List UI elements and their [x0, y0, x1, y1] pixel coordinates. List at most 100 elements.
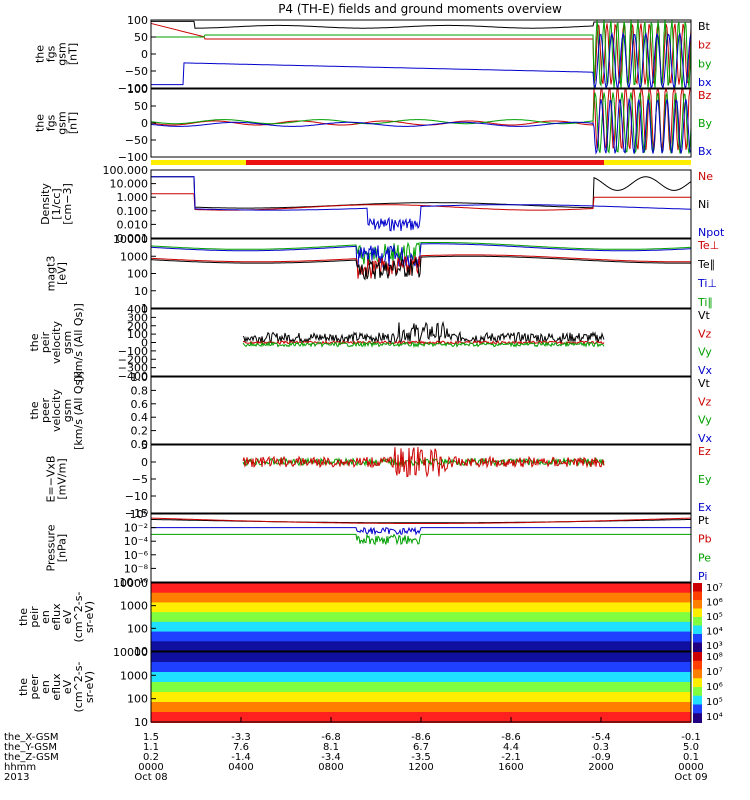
y-axis-label: [eV] — [56, 262, 69, 285]
legend-entry: Ni — [698, 198, 709, 211]
x-tick-label: Oct 08 — [134, 772, 167, 783]
y-tick-label: 0.001 — [117, 232, 149, 245]
y-axis-label: E=−VxB — [45, 456, 58, 503]
y-tick-label: 10 — [134, 645, 148, 658]
x-tick-label: -6.8 — [321, 732, 341, 743]
x-tick-label: 1600 — [498, 762, 523, 773]
y-axis-label: the — [34, 45, 47, 63]
trace-pressure-1 — [151, 517, 691, 524]
spectrogram-band — [151, 652, 691, 663]
x-row-label: the_X-GSM — [4, 732, 58, 743]
legend-entry: Ez — [698, 445, 711, 458]
legend-entry: Vt — [698, 309, 711, 322]
panel-efield: 5 0 −5 −10 −15 E=−VxB[mV/m] Ez Ey Ex — [45, 439, 712, 520]
mode-bar — [151, 160, 691, 165]
colorbar-segment — [693, 678, 702, 688]
y-tick-label: 50 — [134, 100, 148, 113]
colorbar-segment — [693, 687, 702, 697]
panel-frame — [150, 582, 692, 652]
x-row-label: hhmm — [4, 762, 36, 773]
y-tick-label: 0 — [141, 456, 148, 469]
y-tick-label: −100 — [118, 345, 148, 358]
y-tick-label: 100 — [127, 693, 148, 706]
y-axis-label: eflux — [50, 673, 63, 701]
y-tick-label: 100.000 — [103, 164, 149, 177]
y-axis-label: peir — [28, 606, 41, 628]
x-tick-label: 0.1 — [683, 752, 699, 763]
x-tick-label: 0800 — [318, 762, 343, 773]
y-tick-label: 1.000 — [117, 191, 149, 204]
x-tick-label: 1.5 — [143, 732, 159, 743]
y-axis-label: [nT] — [67, 112, 80, 134]
y-tick-label: 0 — [141, 117, 148, 130]
x-tick-label: 8.1 — [323, 742, 339, 753]
mode-bar-fast — [246, 160, 604, 165]
legend-entry: Ti⊥ — [697, 277, 717, 290]
colorbar-segment — [693, 704, 702, 715]
y-tick-label: 100 — [127, 83, 148, 96]
trace-temp-2 — [150, 254, 691, 279]
y-tick-label: 10 — [134, 285, 148, 298]
panel-frame — [150, 444, 692, 514]
colorbar-tick: 10⁴ — [706, 712, 723, 723]
trace-efield-0 — [242, 456, 605, 467]
x-tick-label: 1200 — [408, 762, 433, 773]
y-tick-label: 0.100 — [117, 205, 149, 218]
y-axis-label: Density — [39, 183, 52, 225]
legend-entry: Ne — [698, 170, 713, 183]
y-axis-label: (cm^2-s- — [72, 592, 85, 643]
legend-entry: Bt — [698, 20, 711, 33]
y-axis-label: the — [17, 608, 30, 626]
x-tick-label: -3.3 — [231, 732, 251, 743]
y-tick-label: 10 — [134, 716, 148, 729]
y-tick-label: 0.8 — [131, 384, 149, 397]
y-tick-label: 10.000 — [110, 178, 149, 191]
y-tick-label: 0.4 — [131, 411, 149, 424]
y-tick-label: −400 — [118, 370, 148, 383]
spectrogram-band — [151, 672, 691, 683]
y-axis-label: velocity — [50, 321, 63, 364]
y-axis-label: fgs — [45, 114, 58, 131]
spectrogram-band — [151, 631, 691, 643]
colorbar-segment — [693, 713, 702, 723]
x-tick-label: 6.7 — [413, 742, 429, 753]
y-tick-label: 10000 — [113, 577, 148, 590]
y-tick-label: 200 — [127, 320, 148, 333]
x-tick-label: -8.6 — [501, 732, 521, 743]
x-tick-label: 1.1 — [143, 742, 159, 753]
mode-bar-slow — [151, 160, 246, 165]
y-tick-label: 1000 — [120, 669, 148, 682]
x-tick-label: 2000 — [588, 762, 613, 773]
y-tick-label: 100 — [127, 622, 148, 635]
y-tick-label: 100 — [127, 328, 148, 341]
legend-entry: Vz — [698, 327, 712, 340]
y-tick-label: 0.0 — [131, 438, 149, 451]
spectrogram-band — [151, 592, 691, 604]
y-axis-label: (cm^2-s- — [72, 662, 85, 713]
x-tick-label: 0000 — [678, 762, 703, 773]
x-axis-labels: the_X-GSM 1.5 -3.3 -6.8 -8.6 -8.6 -5.4 -0.1 the_… — [4, 717, 708, 783]
spectrogram-band — [151, 692, 691, 703]
x-tick-label: -2.1 — [501, 752, 521, 763]
x-tick-label: 5.0 — [683, 742, 699, 753]
panels: 100500−50−100thefgsgsm[nT]Btbzbybx100500… — [17, 14, 725, 729]
panel-temp: 10000 1000 100 10 1 magt3[eV] Te⊥ Te∥ Ti⊥ Ti∥ — [45, 233, 720, 315]
spectrogram-band — [151, 621, 691, 633]
y-axis-label: en — [39, 610, 52, 624]
spectrogram-band — [151, 641, 691, 652]
y-axis-label: [1/cc] — [50, 188, 63, 219]
trace-fgs2-2 — [150, 97, 692, 155]
spectrogram-band — [151, 583, 691, 594]
y-tick-label: 5 — [141, 439, 148, 452]
y-tick-label: 0 — [141, 337, 148, 350]
trace-temp-0 — [150, 241, 692, 265]
y-axis-label: en — [39, 680, 52, 694]
y-axis-label: gsm — [56, 42, 69, 65]
y-axis-label: [nT] — [67, 43, 80, 65]
y-tick-label: −200 — [118, 353, 148, 366]
colorbar-segment — [693, 695, 702, 706]
